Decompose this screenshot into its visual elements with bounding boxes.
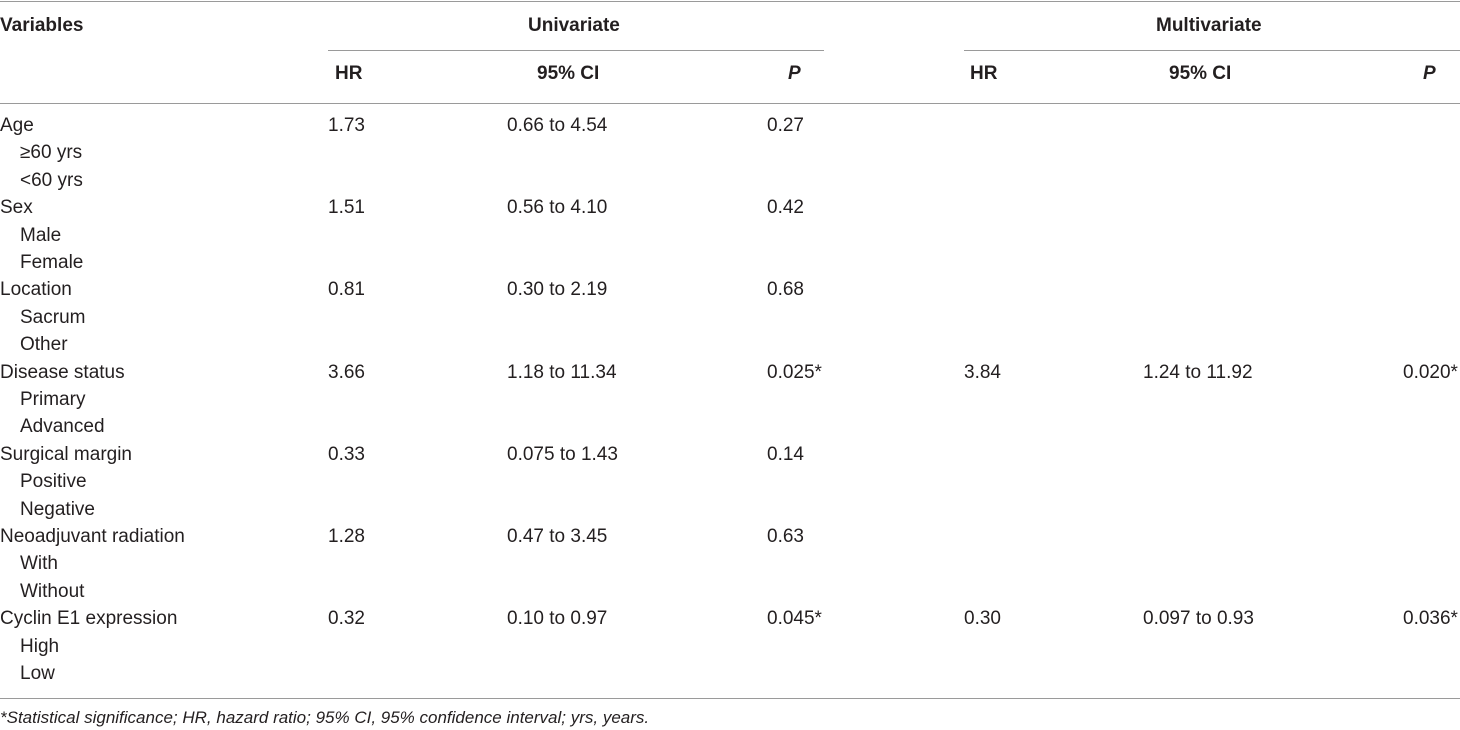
cell-uni-p: 0.14: [767, 444, 804, 465]
row-sublabel: Primary: [20, 389, 86, 410]
cell-uni-ci: 0.47 to 3.45: [507, 526, 608, 547]
cell-uni-hr: 0.32: [328, 608, 365, 629]
table-bottom-rule: [0, 698, 1460, 699]
header-multi-p: P: [1423, 63, 1436, 84]
row-label: Age: [0, 115, 34, 136]
row-label: Neoadjuvant radiation: [0, 526, 185, 547]
row-label: Location: [0, 279, 72, 300]
header-uni-hr: HR: [335, 63, 363, 84]
header-multivariate: Multivariate: [1156, 15, 1262, 36]
multivariate-underline: [964, 50, 1460, 51]
table-top-rule: [0, 1, 1460, 2]
row-sublabel: Low: [20, 663, 55, 684]
row-sublabel: Without: [20, 581, 85, 602]
cell-uni-p: 0.025*: [767, 362, 822, 383]
univariate-underline: [328, 50, 824, 51]
row-sublabel: Female: [20, 252, 84, 273]
row-sublabel: Other: [20, 334, 68, 355]
header-uni-p: P: [788, 63, 801, 84]
row-label: Disease status: [0, 362, 125, 383]
cell-uni-ci: 0.10 to 0.97: [507, 608, 608, 629]
cell-uni-hr: 3.66: [328, 362, 365, 383]
cell-multi-p: 0.036*: [1403, 608, 1458, 629]
cell-uni-ci: 1.18 to 11.34: [507, 362, 617, 383]
row-sublabel: Sacrum: [20, 307, 86, 328]
cell-uni-p: 0.63: [767, 526, 804, 547]
row-label: Cyclin E1 expression: [0, 608, 178, 629]
row-sublabel: High: [20, 636, 60, 657]
row-sublabel: Advanced: [20, 416, 105, 437]
header-multi-ci: 95% CI: [1169, 63, 1232, 84]
row-sublabel: Positive: [20, 471, 87, 492]
cell-uni-hr: 0.81: [328, 279, 365, 300]
cell-multi-ci: 0.097 to 0.93: [1143, 608, 1254, 629]
cell-uni-p: 0.27: [767, 115, 804, 136]
row-sublabel: Negative: [20, 499, 95, 520]
cell-uni-ci: 0.075 to 1.43: [507, 444, 618, 465]
header-variables: Variables: [0, 15, 84, 36]
cell-uni-ci: 0.66 to 4.54: [507, 115, 608, 136]
table-footnote: *Statistical significance; HR, hazard ra…: [0, 708, 650, 727]
header-multi-hr: HR: [970, 63, 998, 84]
cell-uni-hr: 1.28: [328, 526, 365, 547]
cell-uni-ci: 0.56 to 4.10: [507, 197, 608, 218]
cell-uni-p: 0.68: [767, 279, 804, 300]
row-label: Surgical margin: [0, 444, 132, 465]
cell-uni-p: 0.42: [767, 197, 804, 218]
cell-multi-hr: 0.30: [964, 608, 1001, 629]
cell-uni-hr: 1.73: [328, 115, 365, 136]
row-sublabel: <60 yrs: [20, 170, 83, 191]
row-label: Sex: [0, 197, 33, 218]
cell-uni-hr: 1.51: [328, 197, 365, 218]
header-uni-ci: 95% CI: [537, 63, 600, 84]
cell-multi-ci: 1.24 to 11.92: [1143, 362, 1253, 383]
row-sublabel: ≥60 yrs: [20, 142, 83, 163]
cell-multi-p: 0.020*: [1403, 362, 1458, 383]
row-sublabel: Male: [20, 225, 62, 246]
header-bottom-rule: [0, 103, 1460, 104]
header-univariate: Univariate: [528, 15, 620, 36]
row-sublabel: With: [20, 553, 58, 574]
cell-multi-hr: 3.84: [964, 362, 1001, 383]
cell-uni-hr: 0.33: [328, 444, 365, 465]
cell-uni-p: 0.045*: [767, 608, 822, 629]
cell-uni-ci: 0.30 to 2.19: [507, 279, 608, 300]
